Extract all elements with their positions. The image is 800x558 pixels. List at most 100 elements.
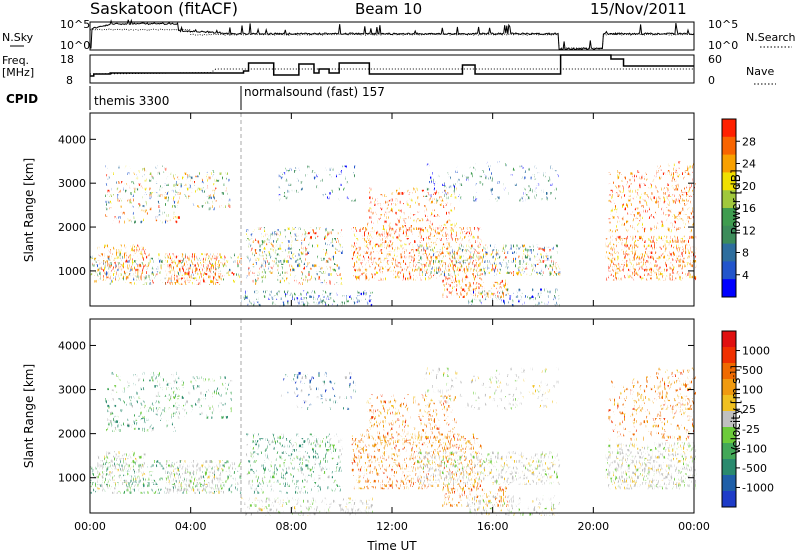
rti-cell-3508	[690, 229, 692, 232]
rti-cell-2747	[478, 291, 480, 294]
rti-cell-860	[197, 401, 199, 404]
rti-cell-2810	[483, 297, 485, 300]
rti-cell-2978	[630, 271, 632, 274]
rti-cell-3374	[641, 227, 643, 230]
rti-cell-1111	[261, 438, 263, 441]
rti-cell-982	[307, 500, 309, 503]
rti-cell-1186	[288, 260, 290, 263]
rti-cell-175	[112, 418, 114, 421]
rti-cell-275	[156, 394, 158, 397]
rti-cell-363	[116, 264, 118, 267]
rti-cell-1230	[299, 264, 301, 267]
rti-cell-3335	[630, 212, 632, 215]
rti-cell-2848	[531, 295, 533, 298]
rti-cell-435	[141, 491, 143, 494]
rti-cell-800	[216, 478, 218, 481]
rti-cell-2165	[444, 234, 446, 237]
rti-cell-2280	[450, 256, 452, 259]
rti-cell-1523	[372, 247, 374, 250]
rti-cell-849	[208, 207, 210, 210]
rti-cell-3073	[650, 278, 652, 281]
rti-cell-926	[259, 500, 261, 503]
rti-cell-1162	[281, 245, 283, 248]
rti-cell-3377	[644, 192, 646, 195]
rti-cell-2061	[402, 192, 404, 195]
rti-cell-215	[134, 190, 136, 193]
rti-cell-3373	[641, 223, 643, 226]
rti-cell-960	[283, 502, 285, 505]
rti-cell-235	[143, 218, 145, 221]
rti-cell-2960	[626, 249, 628, 252]
rti-cell-418	[143, 282, 145, 285]
rti-cell-1570	[383, 242, 385, 245]
rti-cell-1042	[364, 509, 366, 512]
rti-cell-1033	[355, 504, 357, 507]
rti-cell-2699	[449, 284, 451, 287]
rti-cell-468	[158, 478, 160, 481]
rti-cell-1072	[261, 227, 263, 230]
rti-cell-764	[214, 264, 216, 267]
rti-cell-1075	[261, 242, 263, 245]
rti-cell-660	[181, 267, 183, 270]
rti-cell-194	[125, 166, 127, 169]
rti-cell-1076	[253, 436, 255, 439]
rti-cell-197	[127, 172, 129, 175]
rti-cell-721	[201, 269, 203, 272]
rti-cell-653	[179, 262, 181, 265]
rti-cell-2309	[461, 269, 463, 272]
rti-cell-1292	[312, 467, 314, 470]
rti-cell-1388	[294, 170, 296, 173]
rti-cell-145	[142, 473, 144, 476]
rti-cell-2071	[404, 232, 406, 235]
rti-cell-2628	[491, 179, 493, 182]
rti-cell-2466	[523, 249, 525, 252]
rti-cell-2000	[373, 229, 375, 232]
rti-cell-1142	[277, 238, 279, 241]
rti-cell-3506	[690, 212, 692, 215]
rti-cell-1345	[334, 262, 336, 265]
rti-cell-698	[188, 473, 190, 476]
rti-cell-833	[177, 416, 179, 419]
rti-cell-3396	[650, 207, 652, 210]
rti-cell-728	[194, 491, 196, 494]
rti-cell-225	[136, 423, 138, 426]
rti-cell-2028	[387, 216, 389, 219]
rti-cell-440	[152, 267, 154, 270]
rti-cell-2774	[500, 282, 502, 285]
rti-cell-2620	[484, 177, 486, 180]
rti-cell-293	[167, 221, 169, 224]
rti-cell-1483	[363, 234, 365, 237]
rti-cell-2539	[551, 247, 553, 250]
rti-cell-1019	[371, 291, 373, 294]
rti-cell-161	[107, 409, 109, 412]
rti-cell-1597	[389, 240, 391, 243]
rti-cell-1132	[275, 240, 277, 243]
rti-cell-1056	[246, 442, 248, 445]
rti-cell-2023	[384, 232, 386, 235]
rti-cell-1023	[246, 234, 248, 237]
rti-cell-3007	[635, 273, 637, 276]
rti-cell-820	[173, 381, 175, 384]
rti-cell-362	[114, 275, 116, 278]
rti-cell-3126	[663, 278, 665, 281]
rti-cell-1113	[268, 262, 270, 265]
rti-cell-198	[127, 199, 129, 202]
rti-cell-2857	[540, 295, 542, 298]
rti-cell-2036	[391, 192, 393, 195]
rti-cell-2762	[491, 286, 493, 289]
rti-cell-639	[174, 262, 176, 265]
rti-cell-3532	[667, 194, 669, 197]
rti-cell-1057	[246, 453, 248, 456]
rti-cell-286	[158, 401, 160, 404]
rti-cell-1336	[325, 445, 327, 448]
rti-cell-896	[256, 291, 258, 294]
rti-cell-1171	[277, 480, 279, 483]
rti-cell-1449	[354, 253, 356, 256]
rti-cell-843	[206, 196, 208, 199]
rti-cell-384	[116, 491, 118, 494]
rti-cell-2610	[473, 199, 475, 202]
rti-cell-3135	[665, 269, 667, 272]
rti-cell-1200	[292, 227, 294, 230]
rti-cell-1311	[316, 456, 318, 459]
